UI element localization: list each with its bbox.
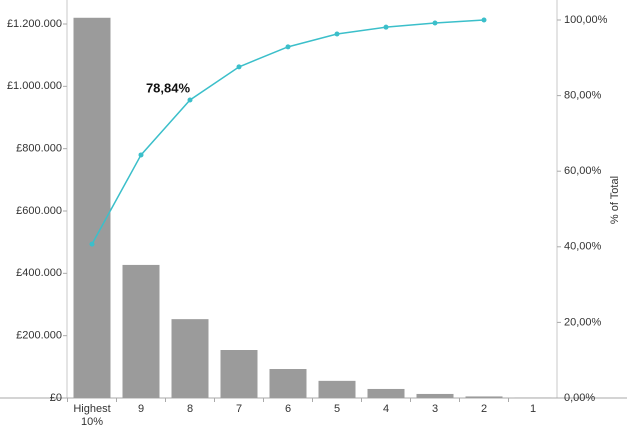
y2-tick-label: 100,00% [564,14,608,26]
x-tick-label: 6 [264,403,312,416]
bar [123,265,160,398]
bar [172,319,209,398]
y-tick-label: £1.200.000 [7,18,62,30]
bar [74,18,111,398]
y-tick-label: £600.000 [16,205,62,217]
x-tick-label-box: Highest 10% [68,403,116,435]
line-point [90,242,95,247]
x-tick-label-box: 9 [117,403,165,435]
value-label: 78,84% [146,80,191,95]
line-point [188,97,193,102]
bar [221,350,258,398]
x-tick-label: 8 [166,403,214,416]
x-tick-label: Highest 10% [68,403,116,429]
bar [270,369,307,398]
line-point [139,152,144,157]
y2-tick-label: 40,00% [564,241,602,253]
y2-tick-label: 20,00% [564,316,602,328]
bar [319,381,356,398]
line-point [286,44,291,49]
line-point [384,25,389,30]
x-tick-label-box: 5 [313,403,361,435]
x-tick-label-box: 2 [460,403,508,435]
y2-tick-label: 80,00% [564,90,602,102]
x-tick-label-box: 3 [411,403,459,435]
y-tick-label: £800.000 [16,143,62,155]
x-tick-label: 2 [460,403,508,416]
line [92,20,484,244]
x-tick-label: 5 [313,403,361,416]
x-tick-label: 9 [117,403,165,416]
y2-tick-label: 0,00% [564,392,595,404]
line-point [237,64,242,69]
x-tick-label: 7 [215,403,263,416]
bar [368,389,405,398]
x-tick-label: 1 [509,403,557,416]
x-tick-label: 4 [362,403,410,416]
line-point [335,31,340,36]
x-tick-label-box: 6 [264,403,312,435]
bar [417,394,454,398]
y-tick-label: £0 [50,392,62,404]
x-tick-label: 3 [411,403,459,416]
line-point [433,21,438,26]
y-tick-label: £200.000 [16,330,62,342]
x-tick-label-box: 8 [166,403,214,435]
bar [466,396,503,398]
line-point [482,18,487,23]
x-tick-label-box: 1 [509,403,557,435]
y2-tick-label: 60,00% [564,165,602,177]
y-tick-label: £1.000.000 [7,80,62,92]
x-tick-label-box: 4 [362,403,410,435]
x-tick-label-box: 7 [215,403,263,435]
y-tick-label: £400.000 [16,267,62,279]
y2-axis-title: % of Total [609,176,621,224]
